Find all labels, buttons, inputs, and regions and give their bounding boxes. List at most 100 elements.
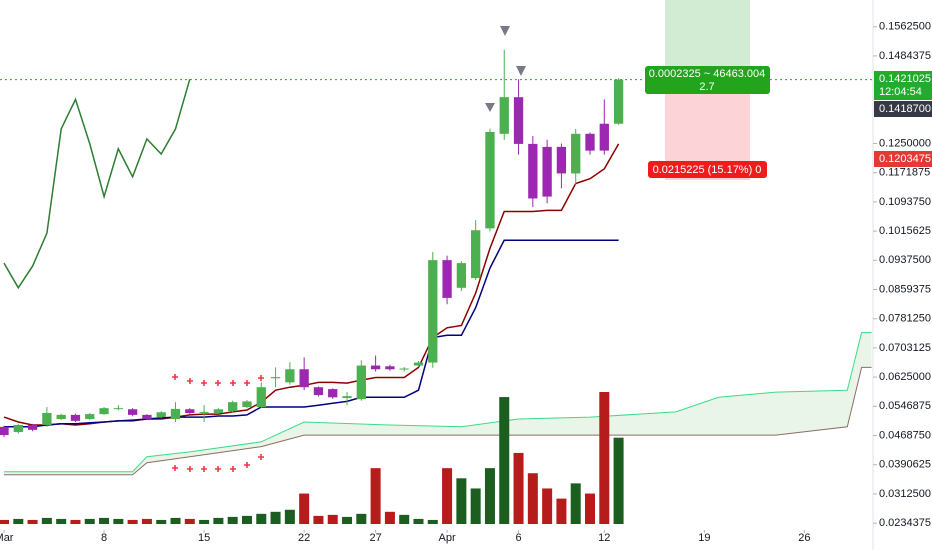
volume-bar xyxy=(0,519,10,524)
y-tick-label: 0.1171875 xyxy=(879,167,930,179)
x-tick-label: 19 xyxy=(698,532,710,544)
y-tick-label: 0.1015625 xyxy=(879,225,931,237)
candle-body xyxy=(27,424,38,430)
volume-bar xyxy=(470,488,481,524)
volume-bar xyxy=(484,468,495,524)
volume-bar xyxy=(184,518,195,524)
price-label-box xyxy=(874,101,932,117)
x-tick-label: Mar xyxy=(0,532,14,544)
candle-body xyxy=(428,260,438,363)
volume-bar xyxy=(456,478,467,524)
volume-bar xyxy=(270,511,281,524)
candle-body xyxy=(299,369,309,388)
candle-body xyxy=(213,409,224,414)
position-labels: 0.0002325 ~ 46463.004 2.7 0.0215225 (15.… xyxy=(645,66,770,178)
y-tick-label: 0.1484375 xyxy=(879,50,931,62)
candle-body xyxy=(556,146,567,174)
y-tick-label: 0.0312500 xyxy=(879,488,931,500)
candle-body xyxy=(199,411,209,413)
candle-body xyxy=(599,123,609,151)
volume-bar xyxy=(327,514,338,524)
x-tick-label: 12 xyxy=(598,532,610,544)
volume-bar xyxy=(99,517,110,524)
candle-body xyxy=(328,389,338,398)
y-tick-label: 0.1562500 xyxy=(879,21,931,33)
candle-body xyxy=(0,426,9,436)
volume-bar xyxy=(556,498,567,524)
volume-bar xyxy=(27,519,38,524)
candle-body xyxy=(442,260,452,298)
x-tick-label: 6 xyxy=(515,532,521,544)
volume-bar xyxy=(113,518,124,524)
volume-bar xyxy=(356,513,367,524)
volume-bar xyxy=(542,488,553,524)
candle-body xyxy=(585,133,595,151)
volume-bar xyxy=(170,517,181,524)
candle-body xyxy=(313,387,324,396)
volume-bar xyxy=(527,473,538,524)
y-tick-label: 0.0390625 xyxy=(879,459,931,471)
y-tick-label: 0.0781250 xyxy=(879,313,931,325)
target-label-box xyxy=(645,66,770,94)
volume-bar xyxy=(284,509,295,524)
volume-bar xyxy=(313,515,324,524)
candle-body xyxy=(42,413,52,425)
candle-body xyxy=(613,79,624,124)
volume-bar xyxy=(442,468,453,524)
y-tick-label: 0.0859375 xyxy=(879,283,931,295)
price-label-box xyxy=(874,151,932,167)
volume-bar xyxy=(427,519,438,524)
indicator-line xyxy=(4,239,619,428)
y-tick-label: 0.0703125 xyxy=(879,342,931,354)
volume-bar xyxy=(413,518,424,524)
candle-body xyxy=(56,414,66,419)
indicator-line xyxy=(3,78,191,290)
candle-body xyxy=(156,412,166,418)
x-tick-label: 15 xyxy=(198,532,210,544)
candle-body xyxy=(485,131,495,229)
volume-bar xyxy=(13,518,24,524)
volume-bar xyxy=(399,514,410,524)
volume-bar xyxy=(41,517,52,524)
candle-body xyxy=(256,387,266,408)
volume-bar xyxy=(299,493,310,524)
volume-bar xyxy=(241,515,252,524)
markers xyxy=(172,26,526,472)
volume-bar xyxy=(213,517,224,524)
volume-bar xyxy=(256,513,267,524)
y-tick-label: 0.0468750 xyxy=(879,429,931,441)
cloud-upper xyxy=(4,332,872,473)
candle-body xyxy=(242,401,252,408)
volume-bar xyxy=(141,518,152,524)
stop-label-box xyxy=(648,161,767,178)
volume-bar xyxy=(127,519,138,524)
x-tick-label: 22 xyxy=(298,532,310,544)
price-label: 0.1418700 xyxy=(879,103,931,115)
y-tick-label: 0.1250000 xyxy=(879,137,931,149)
candle-body xyxy=(228,402,238,412)
price-label: 0.1203475 xyxy=(879,153,931,165)
candle-body xyxy=(85,414,95,419)
last-price: 0.1421025 xyxy=(879,73,931,85)
stop-text: 0.0215225 (15.17%) 0 xyxy=(653,164,762,176)
target-text: 0.0002325 ~ 46463.004 xyxy=(649,68,766,80)
candle-body xyxy=(542,146,552,197)
volume-bar xyxy=(370,468,381,524)
volume-bar xyxy=(56,518,67,524)
candle-body xyxy=(499,97,509,134)
candle-body xyxy=(513,97,524,144)
x-tick-label: Apr xyxy=(439,532,456,544)
cloud-lower xyxy=(4,366,872,476)
volume-bar xyxy=(384,511,395,524)
candle-body xyxy=(385,366,395,370)
countdown: 12:04:54 xyxy=(879,86,922,98)
volume-bar xyxy=(599,392,610,524)
volume-bar xyxy=(513,452,524,524)
candle-body xyxy=(528,143,538,199)
candle-body xyxy=(170,408,181,419)
candle-body xyxy=(127,409,138,415)
price-labels: 0.1421025 12:04:54 0.1418700 0.1203475 xyxy=(874,71,932,167)
fractal-marker xyxy=(500,26,510,36)
x-tick-label: 8 xyxy=(101,532,107,544)
